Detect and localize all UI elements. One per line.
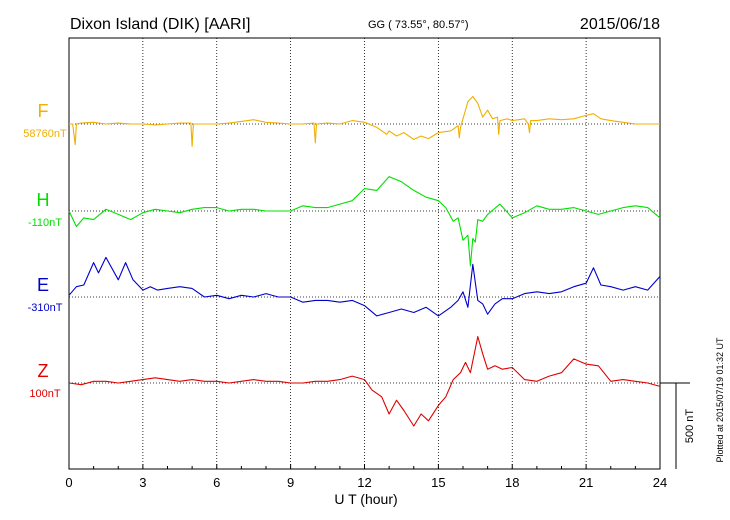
x-tick-label: 3 [139, 475, 146, 490]
x-tick-label: 9 [287, 475, 294, 490]
channel-name-h: H [37, 190, 50, 210]
scale-bar-label: 500 nT [684, 409, 696, 444]
date-label: 2015/06/18 [580, 16, 660, 33]
channel-baseline-h: -110nT [28, 217, 62, 229]
channel-name-f: F [38, 101, 49, 121]
channel-name-z: Z [38, 361, 49, 381]
scale-bar: 500 nT [660, 382, 696, 469]
series-line-f [69, 95, 660, 147]
x-axis-label: U T (hour) [334, 491, 397, 507]
x-tick-label: 6 [213, 475, 220, 490]
series-line-e [68, 256, 661, 317]
channel-baseline-f: 58760nT [23, 128, 67, 140]
plotted-timestamp: Plotted at 2015/07/19 01:32 UT [715, 337, 725, 463]
coordinates-label: GG ( 73.55°, 80.57°) [368, 19, 469, 31]
grid [69, 38, 660, 469]
x-tick-label: 15 [431, 475, 445, 490]
x-axis: 0 3 6 9 12 15 18 21 24 [65, 464, 667, 490]
x-tick-label: 18 [505, 475, 519, 490]
channel-name-e: E [37, 275, 49, 295]
x-tick-label: 12 [357, 475, 371, 490]
series-line-h [68, 176, 661, 267]
channel-baseline-z: 100nT [29, 388, 60, 400]
channel-baseline-e: -310nT [28, 302, 63, 314]
series-line-z [68, 336, 661, 427]
x-tick-label: 0 [65, 475, 72, 490]
series-layer [68, 95, 661, 427]
x-tick-label: 21 [579, 475, 593, 490]
x-tick-label: 24 [653, 475, 667, 490]
channel-labels: F 58760nT H -110nT E -310nT Z 100nT [23, 101, 67, 400]
station-title: Dixon Island (DIK) [AARI] [70, 16, 251, 33]
